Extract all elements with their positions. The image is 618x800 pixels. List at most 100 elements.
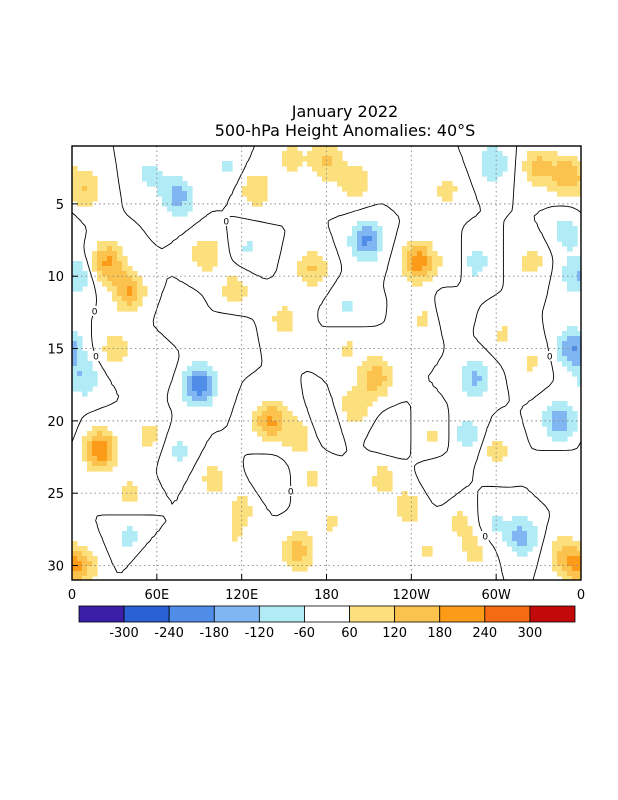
field-cell <box>547 156 553 162</box>
field-cell <box>557 411 563 417</box>
field-cell <box>277 326 283 332</box>
field-cell <box>567 261 573 267</box>
field-cell <box>407 266 413 272</box>
field-cell <box>282 546 288 552</box>
field-cell <box>352 246 358 252</box>
field-cell <box>562 436 568 442</box>
field-cell <box>427 256 433 262</box>
field-cell <box>82 186 88 192</box>
field-cell <box>462 546 468 552</box>
field-cell <box>552 176 558 182</box>
field-cell <box>567 351 573 357</box>
field-cell <box>377 376 383 382</box>
field-cell <box>572 176 578 182</box>
field-cell <box>567 541 573 547</box>
field-cell <box>342 301 348 307</box>
field-cell <box>517 551 523 557</box>
field-cell <box>332 176 338 182</box>
field-cell <box>552 541 558 547</box>
field-cell <box>82 456 88 462</box>
field-cell <box>87 456 93 462</box>
field-cell <box>322 146 328 152</box>
field-cell <box>122 491 128 497</box>
field-cell <box>492 456 498 462</box>
field-cell <box>377 381 383 387</box>
field-cell <box>317 266 323 272</box>
field-cell <box>557 341 563 347</box>
field-cell <box>147 171 153 177</box>
field-cell <box>92 461 98 467</box>
field-cell <box>477 366 483 372</box>
field-cell <box>82 371 88 377</box>
field-cell <box>572 576 578 580</box>
field-cell <box>377 241 383 247</box>
field-cell <box>317 271 323 277</box>
field-cell <box>222 291 228 297</box>
field-cell <box>577 331 581 337</box>
field-cell <box>167 201 173 207</box>
field-cell <box>422 266 428 272</box>
field-cell <box>172 211 178 217</box>
field-cell <box>372 396 378 402</box>
field-cell <box>87 386 93 392</box>
field-cell <box>152 166 158 172</box>
field-cell <box>292 441 298 447</box>
field-cell <box>357 396 363 402</box>
field-cell <box>122 296 128 302</box>
field-cell <box>122 486 128 492</box>
field-cell <box>92 191 98 197</box>
field-cell <box>192 371 198 377</box>
field-cell <box>477 391 483 397</box>
field-cell <box>427 251 433 257</box>
field-cell <box>292 146 298 152</box>
field-cell <box>202 476 208 482</box>
field-cell <box>152 171 158 177</box>
field-cell <box>232 506 238 512</box>
field-cell <box>567 156 573 162</box>
field-cell <box>317 146 323 152</box>
field-cell <box>572 426 578 432</box>
field-cell <box>327 516 333 522</box>
y-tick-label: 25 <box>47 487 64 502</box>
contour-label: 0 <box>288 488 294 498</box>
field-cell <box>562 226 568 232</box>
field-cell <box>367 391 373 397</box>
field-cell <box>342 166 348 172</box>
field-cell <box>157 191 163 197</box>
field-cell <box>282 411 288 417</box>
field-cell <box>542 161 548 167</box>
field-cell <box>82 196 88 202</box>
field-cell <box>237 531 243 537</box>
field-cell <box>207 366 213 372</box>
field-cell <box>192 391 198 397</box>
field-cell <box>327 166 333 172</box>
field-cell <box>117 256 123 262</box>
field-cell <box>522 546 528 552</box>
field-cell <box>362 246 368 252</box>
field-cell <box>577 551 581 557</box>
field-cell <box>107 281 113 287</box>
field-cell <box>372 241 378 247</box>
field-cell <box>207 261 213 267</box>
field-cell <box>332 156 338 162</box>
field-cell <box>542 411 548 417</box>
field-cell <box>472 251 478 257</box>
field-cell <box>237 516 243 522</box>
field-cell <box>202 391 208 397</box>
field-cell <box>287 546 293 552</box>
field-cell <box>82 556 88 562</box>
field-cell <box>72 171 78 177</box>
field-cell <box>362 231 368 237</box>
field-cell <box>552 556 558 562</box>
field-cell <box>357 411 363 417</box>
field-cell <box>97 261 103 267</box>
field-cell <box>427 276 433 282</box>
field-cell <box>92 426 98 432</box>
field-cell <box>547 431 553 437</box>
field-cell <box>347 406 353 412</box>
field-cell <box>72 376 78 382</box>
field-cell <box>552 161 558 167</box>
field-cell <box>247 176 253 182</box>
x-tick-label: 0 <box>68 588 76 603</box>
field-cell <box>187 196 193 202</box>
